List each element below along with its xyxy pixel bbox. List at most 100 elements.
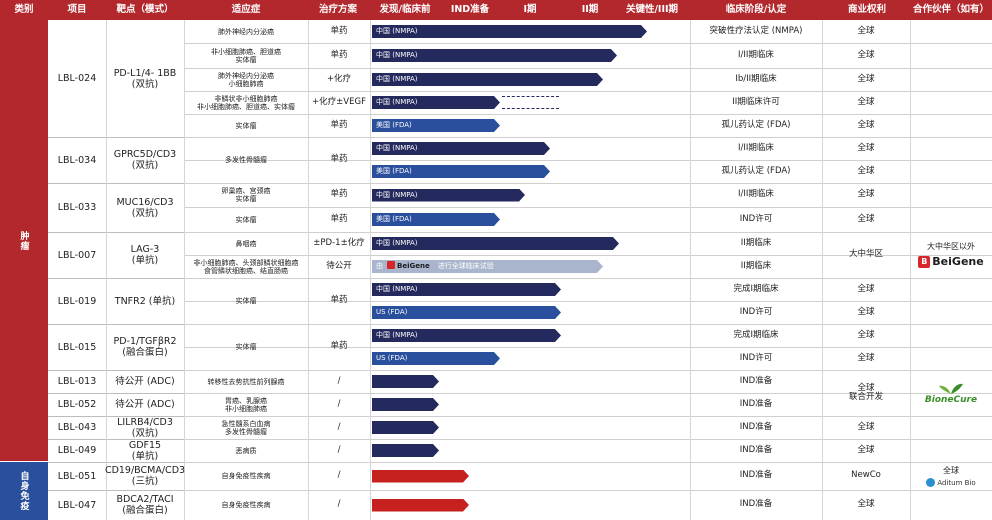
indication-line: 自身免疫性疾病 (221, 501, 271, 509)
indication-cell: 非鳞状非小细胞肺癌 非小细胞肺癌、胆道癌、实体瘤 (184, 91, 308, 114)
clinical-stage: 完成I期临床 (733, 283, 779, 294)
indication-line: 卵巢癌、宫颈癌 (221, 187, 271, 195)
row-divider (184, 207, 992, 208)
clinical-stage: IND准备 (739, 375, 773, 386)
row-divider (184, 462, 992, 463)
header-rights: 商业权利 (847, 4, 886, 15)
project-divider (48, 137, 184, 138)
commercial-rights: 全球 (857, 352, 875, 363)
project-id: LBL-013 (57, 376, 97, 387)
indication-line: 实体瘤 (235, 195, 257, 203)
commercial-rights: 全球 (857, 444, 875, 455)
project-target: 待公开 (ADC) (106, 393, 184, 416)
project-divider (48, 183, 184, 184)
pipeline-progress-bar: 中国 (NMPA) (372, 49, 617, 62)
pipeline-progress-bar: 中国 (NMPA) (372, 25, 647, 38)
column-divider (910, 20, 911, 520)
column-divider (308, 20, 309, 520)
scheme-cell: 单药 (330, 341, 348, 352)
project-divider (48, 462, 184, 463)
bar-brand: BeiGene (397, 262, 430, 270)
target-line: (单抗) (131, 450, 159, 462)
row-divider (184, 68, 992, 69)
pipeline-progress-bar: 中国 (NMPA) (372, 142, 550, 155)
project-id: LBL-051 (57, 470, 97, 482)
indication-line: 实体瘤 (235, 55, 257, 64)
commercial-rights: 全球 (857, 283, 875, 294)
aditum-logo-text: Aditum Bio (937, 478, 976, 487)
partner-beigene-region: 大中华区以外 (927, 241, 975, 251)
partner-aditum-region: 全球 (943, 466, 959, 475)
project-id: LBL-049 (57, 445, 97, 456)
target-line: 待公开 (ADC) (115, 376, 175, 387)
pipeline-progress-bar: 中国 (NMPA) (372, 283, 561, 296)
target-line: TNFR2 (单抗) (114, 295, 176, 307)
beigene-logo-text: BeiGene (932, 255, 984, 269)
clinical-stage: IND准备 (739, 421, 773, 432)
row-divider (184, 232, 992, 233)
target-line: (融合蛋白) (122, 505, 168, 516)
indication-cell: 多发性骨髓瘤 (184, 137, 308, 183)
project-id: LBL-015 (57, 341, 97, 353)
column-divider (184, 20, 185, 520)
pipeline-progress-bar (372, 444, 439, 457)
header-phase2: II期 (581, 4, 599, 15)
clinical-stage: I/II期临床 (738, 189, 774, 200)
row-divider (184, 43, 992, 44)
indication-cell: 肺外神经内分泌癌 (184, 20, 308, 43)
indication-cell: 自身免疫性疾病 (184, 462, 308, 490)
scheme-cell: +化疗 (326, 73, 352, 84)
indication-cell: 实体瘤 (184, 114, 308, 137)
clinical-stage: 突破性疗法认定 (NMPA) (709, 25, 803, 36)
indication-cell: 实体瘤 (184, 278, 308, 324)
clinical-stage: IND准备 (739, 470, 773, 481)
column-divider (106, 20, 107, 520)
target-line: (单抗) (131, 255, 159, 266)
pipeline-progress-bar (372, 499, 469, 512)
leaf-icon (939, 383, 963, 394)
row-divider (184, 347, 992, 348)
pipeline-progress-bar (372, 470, 469, 483)
row-divider (184, 490, 992, 491)
target-line: (三抗) (131, 476, 159, 487)
target-line: MUC16/CD3 (116, 196, 174, 208)
clinical-stage: I/II期临床 (738, 49, 774, 60)
row-divider (184, 278, 992, 279)
project-divider (48, 232, 184, 233)
commercial-rights: 大中华区 (848, 249, 883, 260)
indication-line: 急性髓系白血病 (221, 419, 271, 428)
row-divider (184, 416, 992, 417)
aditum-logo-icon (926, 478, 936, 487)
row-divider (184, 114, 992, 115)
project-target: BDCA2/TACI (融合蛋白) (106, 490, 184, 520)
commercial-rights: 全球 (857, 96, 875, 107)
indication-line: 多发性骨髓瘤 (225, 427, 267, 436)
row-divider (184, 324, 992, 325)
scheme-cell: / (337, 444, 341, 455)
indication-line: 转移性去势抗性前列腺癌 (207, 377, 285, 386)
header-stage: 临床阶段/认定 (725, 4, 787, 15)
indication-cell: 急性髓系白血病 多发性骨髓瘤 (184, 416, 308, 439)
project-divider (48, 393, 184, 394)
project-target: GDF15 (单抗) (106, 439, 184, 462)
row-divider (184, 439, 992, 440)
project-id: LBL-033 (57, 202, 97, 213)
target-line: CD19/BCMA/CD3 (104, 465, 186, 476)
pipeline-progress-bar: 美国 (FDA) (372, 213, 500, 226)
pipeline-progress-bar: US (FDA) (372, 306, 561, 319)
commercial-rights: 全球 (857, 189, 875, 200)
pipeline-progress-bar: US (FDA) (372, 352, 500, 365)
clinical-stage: Ib/II期临床 (735, 73, 777, 84)
target-line: (双抗) (131, 160, 159, 171)
commercial-rights: 全球 (857, 142, 875, 153)
project-divider (48, 416, 184, 417)
header-target: 靶点（模式） (116, 4, 174, 15)
pipeline-progress-bar: 中国 (NMPA) (372, 96, 500, 109)
clinical-stage: IND准备 (739, 398, 773, 409)
indication-line: 鼻咽癌 (235, 239, 257, 248)
indication-line: 胃癌、乳腺癌 (225, 396, 267, 405)
clinical-stage: 孤儿药认定 (FDA) (721, 119, 791, 130)
scheme-cell: 单药 (330, 295, 348, 306)
commercial-rights: 全球 (857, 119, 875, 130)
commercial-rights: NewCo (851, 470, 881, 481)
